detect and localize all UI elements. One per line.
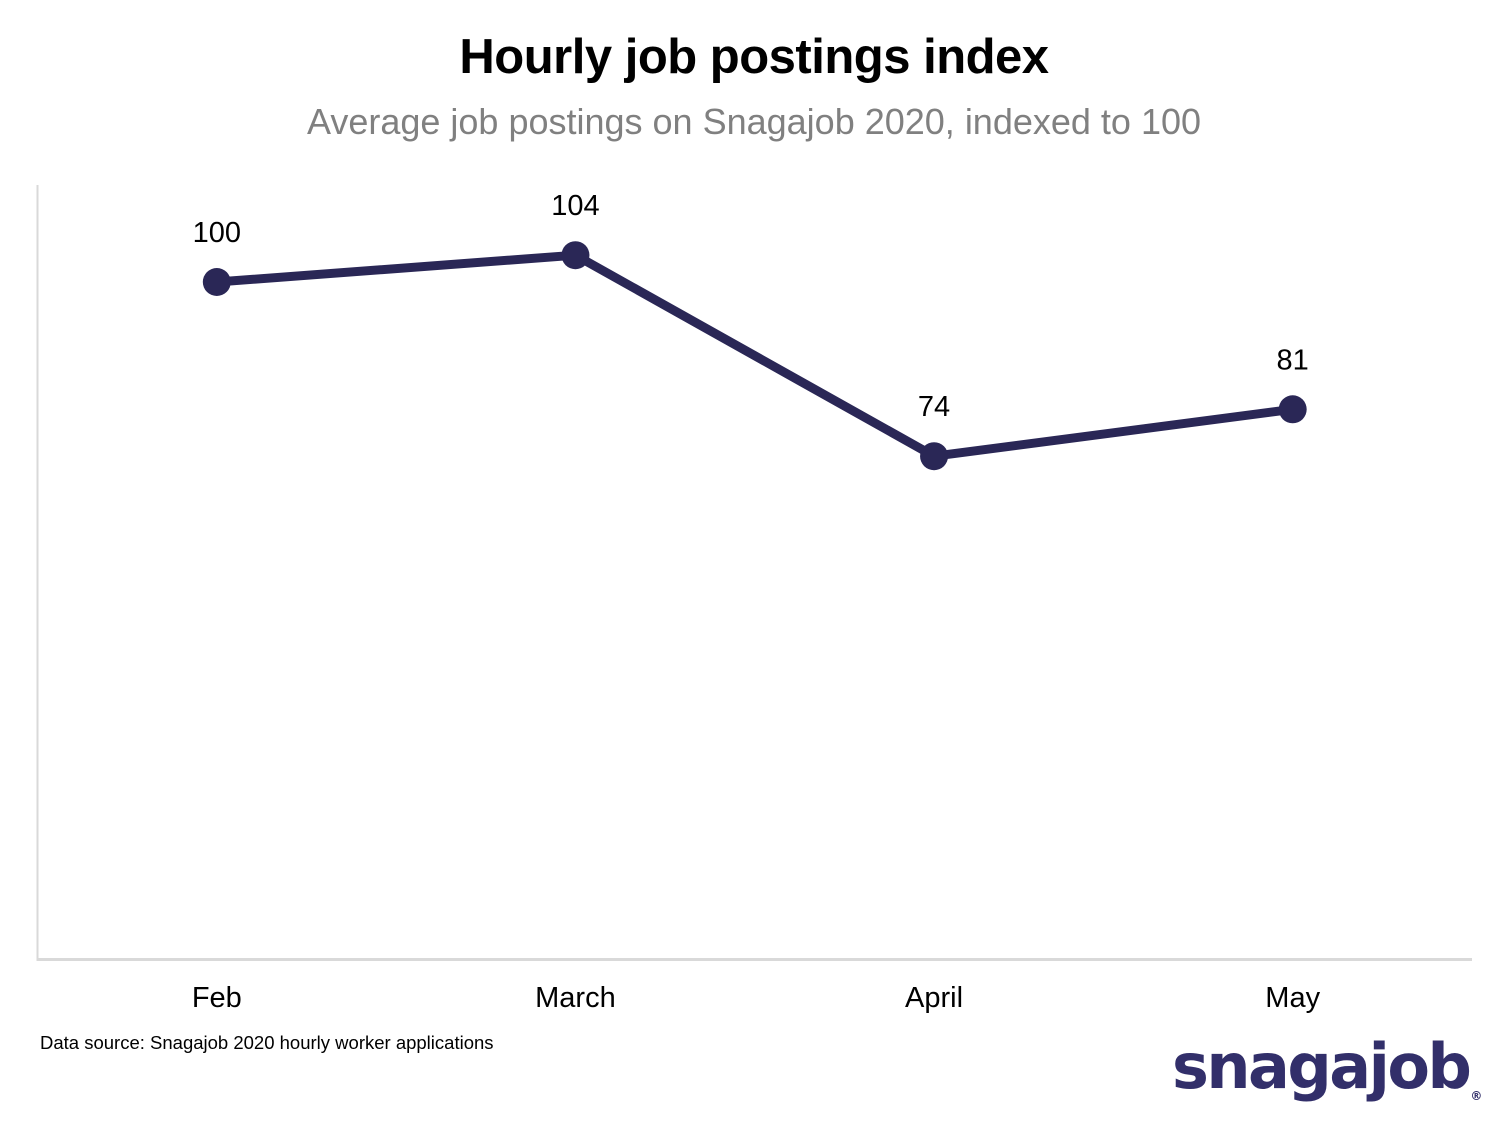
x-axis-label: May <box>1265 982 1320 1014</box>
x-axis-label: April <box>905 982 963 1014</box>
chart-subtitle: Average job postings on Snagajob 2020, i… <box>306 101 1202 142</box>
data-point-label: 100 <box>193 217 241 249</box>
snagajob-logo-text: snagajob <box>1172 1030 1472 1103</box>
data-point-label: 74 <box>918 391 950 423</box>
series-line <box>212 250 1298 461</box>
snagajob-logo: snagajob® <box>1172 1030 1482 1133</box>
data-point <box>920 442 949 471</box>
data-point <box>202 268 231 296</box>
registered-trademark-icon: ® <box>1470 1089 1483 1103</box>
data-point <box>561 241 590 270</box>
data-source-note: Data source: Snagajob 2020 hourly worker… <box>40 1032 494 1053</box>
x-axis-label: March <box>535 982 616 1014</box>
data-point-label: 104 <box>551 190 599 222</box>
chart-title: Hourly job postings index <box>459 30 1049 84</box>
data-point <box>1278 395 1307 424</box>
data-point-label: 81 <box>1277 344 1309 376</box>
x-axis-label: Feb <box>192 982 242 1014</box>
